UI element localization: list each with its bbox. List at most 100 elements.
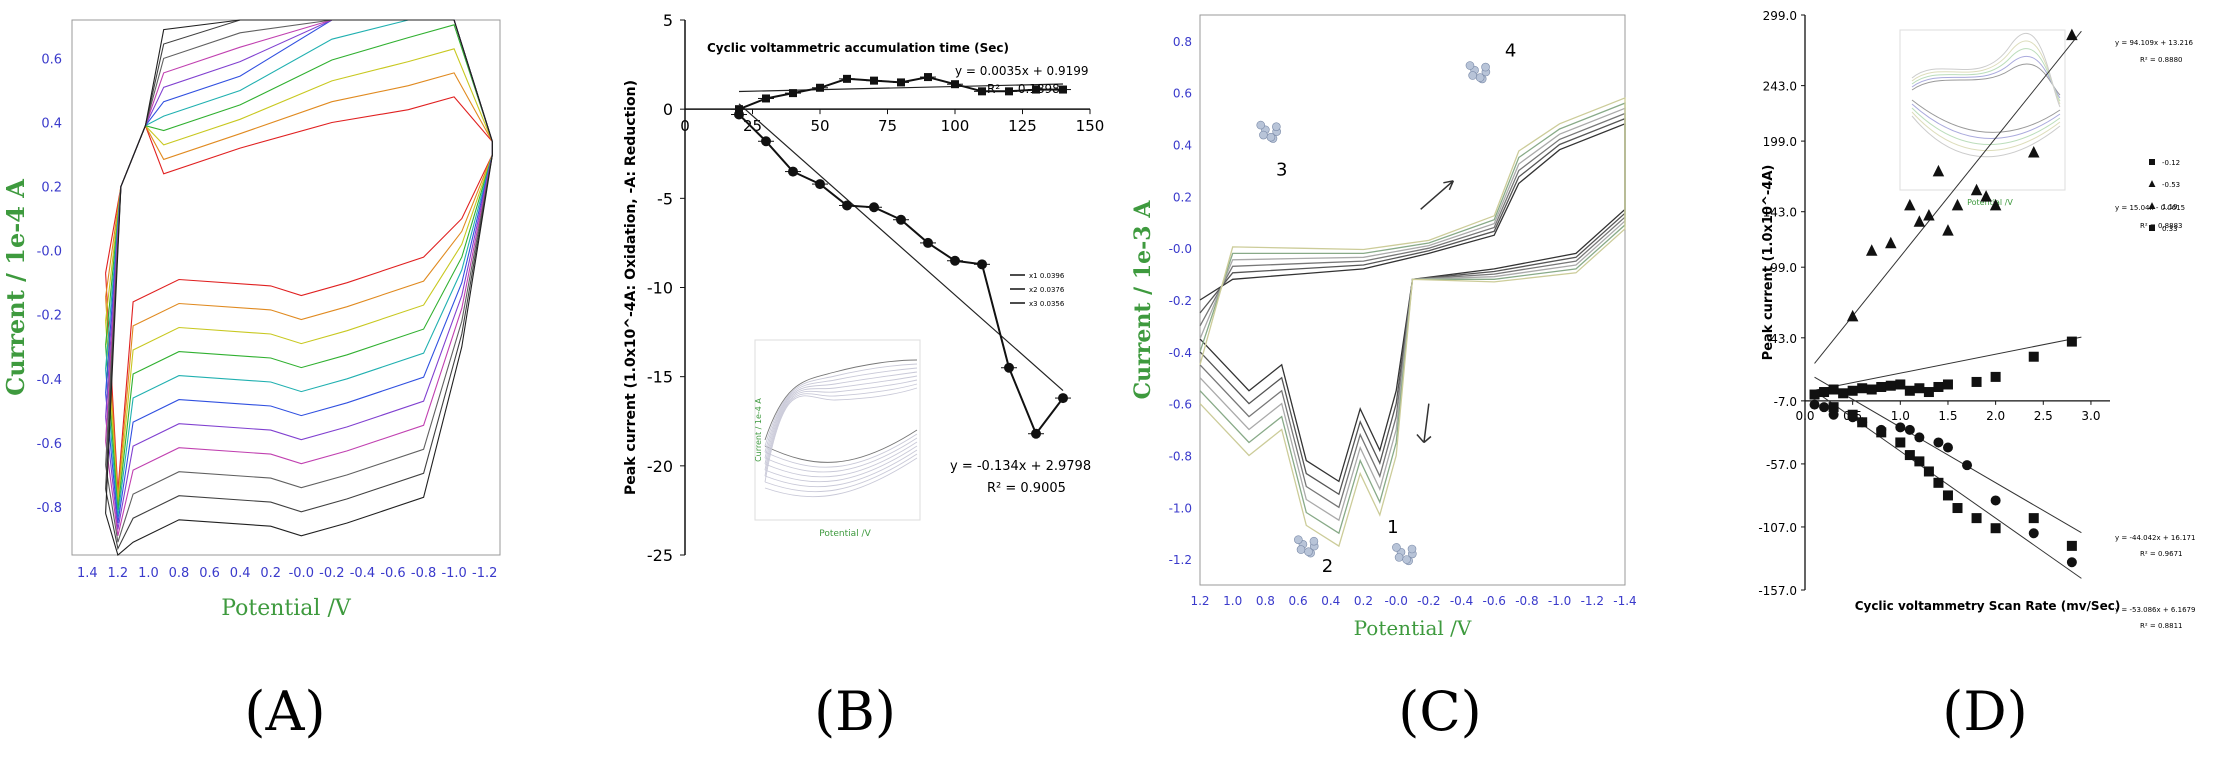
peak-annotation: 2	[1322, 556, 1333, 577]
legend-swatch	[2149, 225, 2155, 231]
x-tick-label: 75	[878, 117, 897, 135]
molecule-atom	[1394, 553, 1404, 562]
panel-b: 5 0 -5 -10 -15 -20 -25 0 25 50 75 100 125 150 Cyclic v…	[555, 0, 1115, 775]
data-point	[1951, 198, 1964, 211]
molecule-atom	[1272, 122, 1281, 131]
data-point	[1942, 442, 1953, 453]
sweep-curves	[105, 19, 493, 556]
x-tick-label: 1.0	[138, 566, 159, 581]
x-tick-label: 0	[680, 117, 690, 135]
data-point	[978, 87, 986, 96]
data-point	[1809, 399, 1820, 410]
data-point	[2028, 513, 2039, 524]
molecule-atom	[1465, 61, 1475, 70]
y-tick-label: 0.2	[1173, 190, 1192, 204]
x-tick-label: -0.4	[350, 566, 375, 581]
x-tick-label: 3.0	[2081, 409, 2100, 423]
data-point	[951, 80, 959, 89]
legend-label: 1.19	[2162, 203, 2178, 211]
fit-r2: R² = 0.8811	[2140, 622, 2182, 630]
x-tick-label: 2.0	[1986, 409, 2005, 423]
y-tick-label: 5	[663, 11, 673, 30]
molecule-icon	[1392, 543, 1417, 566]
molecule-atom	[1294, 535, 1303, 544]
data-point	[1933, 381, 1944, 392]
molecule-atom	[1402, 555, 1411, 564]
fit-equation: y = -53.086x + 6.1679	[2115, 606, 2195, 614]
data-point	[1970, 183, 1983, 196]
data-point	[870, 76, 878, 85]
data-point	[1923, 387, 1934, 398]
inset-curve	[764, 371, 918, 478]
data-point	[977, 259, 987, 270]
legend-swatch	[2148, 202, 2156, 209]
cv-curve	[1199, 107, 1626, 522]
data-point	[1914, 383, 1925, 394]
x-tick-label: 1.0	[1891, 409, 1910, 423]
panel-c: 1.2 1.0 0.8 0.6 0.4 0.2 -0.0 -0.2 -0.4 -0.6 -0.8 -1…	[1120, 0, 1640, 775]
data-point	[1865, 244, 1878, 256]
x-axis-label: Potential /V	[221, 596, 352, 621]
inset-curve	[764, 383, 918, 492]
data-point	[1990, 495, 2001, 506]
data-point	[1895, 422, 1906, 433]
caption-a: (A)	[244, 680, 326, 743]
fit-r2: R² = 0.8880	[2140, 56, 2182, 64]
data-point	[950, 255, 960, 266]
data-point	[1819, 402, 1830, 413]
y-tick-label: -0.0	[37, 245, 62, 260]
legend-label: -0.53	[2162, 181, 2180, 189]
legend-swatch	[2148, 180, 2156, 187]
data-point	[897, 78, 905, 87]
data-point	[2028, 145, 2040, 158]
x-tick-label: 0.6	[199, 566, 220, 581]
y-tick-label: -15	[647, 368, 673, 387]
x-tick-label: -1.2	[472, 566, 497, 581]
inset-frame	[1899, 29, 2066, 191]
legend-label: x3 0.0356	[1029, 300, 1065, 308]
x-tick-label: 0.0	[1795, 409, 1814, 423]
x-tick-label: 50	[810, 117, 829, 135]
inset-curve	[764, 387, 918, 498]
x-tick-label: 1.4	[77, 566, 98, 581]
x-axis-label: Cyclic voltammetry Scan Rate (mv/Sec)	[1855, 599, 2121, 613]
data-point	[1952, 503, 1963, 514]
y-tick-label: -0.0	[1169, 242, 1192, 256]
data-point	[869, 202, 879, 213]
y-tick-label: -107.0	[1758, 521, 1797, 535]
data-point	[1819, 387, 1830, 398]
inset-frame	[754, 339, 921, 521]
data-point	[1971, 376, 1982, 387]
legend-swatch	[2149, 159, 2155, 165]
x-tick-label: -0.4	[1450, 594, 1473, 608]
x-tick-label: -1.2	[1581, 594, 1604, 608]
x-tick-label: -0.0	[1384, 594, 1407, 608]
peak-annotation: 4	[1505, 40, 1516, 61]
legend-label: x2 0.0376	[1029, 286, 1065, 294]
x-tick-label: -0.8	[411, 566, 436, 581]
data-point	[2066, 28, 2078, 41]
y-tick-label: -25	[647, 546, 673, 565]
y-tick-label: 0.6	[41, 52, 62, 67]
x-tick-label: 1.5	[1938, 409, 1957, 423]
data-point	[1866, 384, 1877, 395]
data-point	[1904, 424, 1915, 435]
x-tick-label: -0.2	[319, 566, 344, 581]
y-tick-label: -0.6	[37, 437, 62, 452]
chart-d: 299.0 243.0 199.0 143.0 99.0 43.0 -7.0 -57.0 -10…	[1758, 9, 2195, 630]
molecule-icon	[1294, 535, 1319, 558]
data-point	[842, 200, 852, 211]
molecule-atom	[1296, 545, 1306, 554]
y-tick-label: -0.2	[37, 309, 62, 324]
data-point	[789, 89, 797, 98]
x-tick-label: 0.8	[1256, 594, 1275, 608]
data-point	[1857, 383, 1868, 394]
sweep-curve	[105, 19, 493, 543]
y-tick-label: -1.2	[1169, 553, 1192, 567]
panel-d: 299.0 243.0 199.0 143.0 99.0 43.0 -7.0 -57.0 -10…	[1700, 0, 2215, 775]
molecule-icon	[1256, 120, 1281, 143]
inset-curve	[764, 379, 918, 488]
y-tick-label: 243.0	[1763, 80, 1797, 94]
legend-label: -0.12	[2162, 159, 2180, 167]
